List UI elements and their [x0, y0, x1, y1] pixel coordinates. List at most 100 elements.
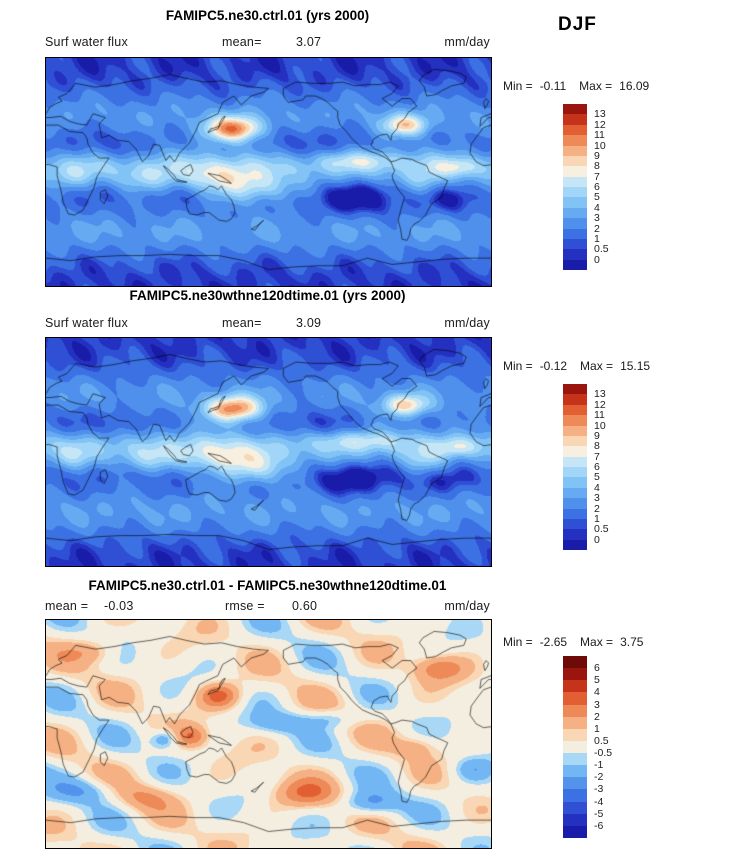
colorbar-segment — [563, 728, 587, 741]
colorbar-tick-label: 7 — [594, 450, 600, 463]
panel3-rmse-label: rmse = — [225, 599, 265, 613]
panel1-units: mm/day — [444, 35, 490, 49]
colorbar-segment — [563, 249, 587, 260]
panel1-title: FAMIPC5.ne30.ctrl.01 (yrs 2000) — [165, 8, 370, 23]
colorbar-tick-label: -4 — [594, 795, 604, 808]
colorbar-tick-label: 4 — [594, 686, 600, 699]
colorbar-segment — [563, 197, 587, 208]
colorbar-tick-label: 1 — [594, 512, 600, 525]
colorbar-tick-label: 2 — [594, 710, 600, 723]
colorbar-tick-label: -5 — [594, 807, 604, 820]
colorbar-tick-label: -2 — [594, 771, 604, 784]
panel2-min-value: -0.12 — [539, 359, 568, 373]
colorbar-segment — [563, 415, 587, 426]
colorbar-tick-label: 4 — [594, 201, 600, 214]
panel2-map — [45, 337, 492, 567]
colorbar-segment — [563, 825, 587, 838]
panel1-max-label: Max = — [579, 79, 613, 93]
panel3-map — [45, 619, 492, 849]
colorbar-tick-label: 0.5 — [594, 734, 609, 747]
colorbar-tick-label: 5 — [594, 674, 600, 687]
colorbar-tick-label: 5 — [594, 471, 600, 484]
season-label: DJF — [558, 14, 597, 35]
panel2-variable-label: Surf water flux — [45, 316, 128, 330]
panel1-mean-value: 3.07 — [296, 35, 322, 49]
colorbar-segment — [563, 668, 587, 681]
colorbar-tick-label: 12 — [594, 118, 606, 131]
colorbar-segment — [563, 656, 587, 669]
panel3-title: FAMIPC5.ne30.ctrl.01 - FAMIPC5.ne30wthne… — [88, 578, 447, 593]
colorbar-tick-label: 10 — [594, 139, 606, 152]
panel3-min-label: Min = — [503, 635, 533, 649]
colorbar-tick-label: 1 — [594, 722, 600, 735]
colorbar-segment — [563, 487, 587, 499]
panel3-minmax: Min = -2.65 Max = 3.75 — [503, 635, 643, 649]
colorbar-tick-label: 11 — [594, 129, 605, 142]
colorbar-tick-label: 3 — [594, 698, 600, 711]
panel3-mean-label: mean = — [45, 599, 89, 613]
colorbar-segment — [563, 740, 587, 753]
colorbar-segment — [563, 228, 587, 239]
colorbar-tick-label: 4 — [594, 481, 600, 494]
colorbar-tick-label: 10 — [594, 419, 606, 432]
colorbar-segment — [563, 456, 587, 467]
colorbar-tick-label: 1 — [594, 232, 600, 245]
colorbar-segment — [563, 124, 587, 136]
colorbar-segment — [563, 518, 587, 530]
colorbar-segment — [563, 716, 587, 729]
colorbar-segment — [563, 187, 587, 198]
colorbar-tick-label: 11 — [594, 409, 605, 422]
panel3-max-label: Max = — [580, 635, 614, 649]
colorbar-segment — [563, 207, 587, 219]
colorbar-tick-label: 6 — [594, 662, 600, 675]
colorbar-tick-label: 0.5 — [594, 523, 609, 536]
colorbar-tick-label: 7 — [594, 170, 600, 183]
colorbar-tick-label: 8 — [594, 440, 600, 453]
colorbar-tick-label: 13 — [594, 108, 606, 121]
colorbar-segment — [563, 765, 587, 778]
panel3-rmse-value: 0.60 — [292, 599, 318, 613]
panel1-variable-label: Surf water flux — [45, 35, 128, 49]
colorbar-tick-label: 9 — [594, 149, 600, 162]
colorbar-segment — [563, 539, 587, 550]
colorbar-segment — [563, 777, 587, 790]
colorbar-segment — [563, 259, 587, 270]
colorbar-segment — [563, 114, 587, 125]
panel1-mean-label: mean= — [222, 35, 262, 49]
colorbar-tick-label: -6 — [594, 819, 604, 832]
panel3-mean-value: -0.03 — [104, 599, 134, 613]
colorbar-segment — [563, 166, 587, 177]
colorbar-tick-label: 2 — [594, 222, 600, 235]
colorbar-segment — [563, 218, 587, 229]
panel2-units: mm/day — [444, 316, 490, 330]
colorbar-segment — [563, 508, 587, 519]
panel2-min-label: Min = — [503, 359, 533, 373]
colorbar-tick-label: -0.5 — [594, 747, 613, 760]
colorbar-tick-label: 6 — [594, 461, 600, 473]
colorbar-segment — [563, 145, 587, 156]
colorbar-tick-label: 6 — [594, 181, 600, 193]
colorbar-segment — [563, 155, 587, 167]
colorbar-tick-label: 5 — [594, 191, 600, 204]
colorbar-segment — [563, 435, 587, 447]
panel2-mean-value: 3.09 — [296, 316, 322, 330]
colorbar-segment — [563, 529, 587, 540]
colorbar-tick-label: -3 — [594, 783, 604, 796]
colorbar-segment — [563, 425, 587, 436]
colorbar-segment — [563, 789, 587, 802]
colorbar-bar — [563, 656, 587, 838]
colorbar-tick-label: 0.5 — [594, 243, 609, 256]
colorbar-tick-label: 9 — [594, 429, 600, 442]
colorbar-bar — [563, 104, 587, 270]
colorbar-tick-label: 0 — [594, 533, 600, 546]
colorbar-segment — [563, 176, 587, 187]
colorbar-tick-label: 3 — [594, 492, 600, 505]
panel2-title: FAMIPC5.ne30wthne120dtime.01 (yrs 2000) — [129, 288, 406, 303]
colorbar-segment — [563, 680, 587, 693]
panel3-max-value: 3.75 — [620, 635, 644, 649]
colorbar-tick-label: 13 — [594, 388, 606, 401]
colorbar-bar — [563, 384, 587, 550]
panel2-minmax: Min = -0.12 Max = 15.15 — [503, 359, 650, 373]
colorbar-segment — [563, 404, 587, 416]
